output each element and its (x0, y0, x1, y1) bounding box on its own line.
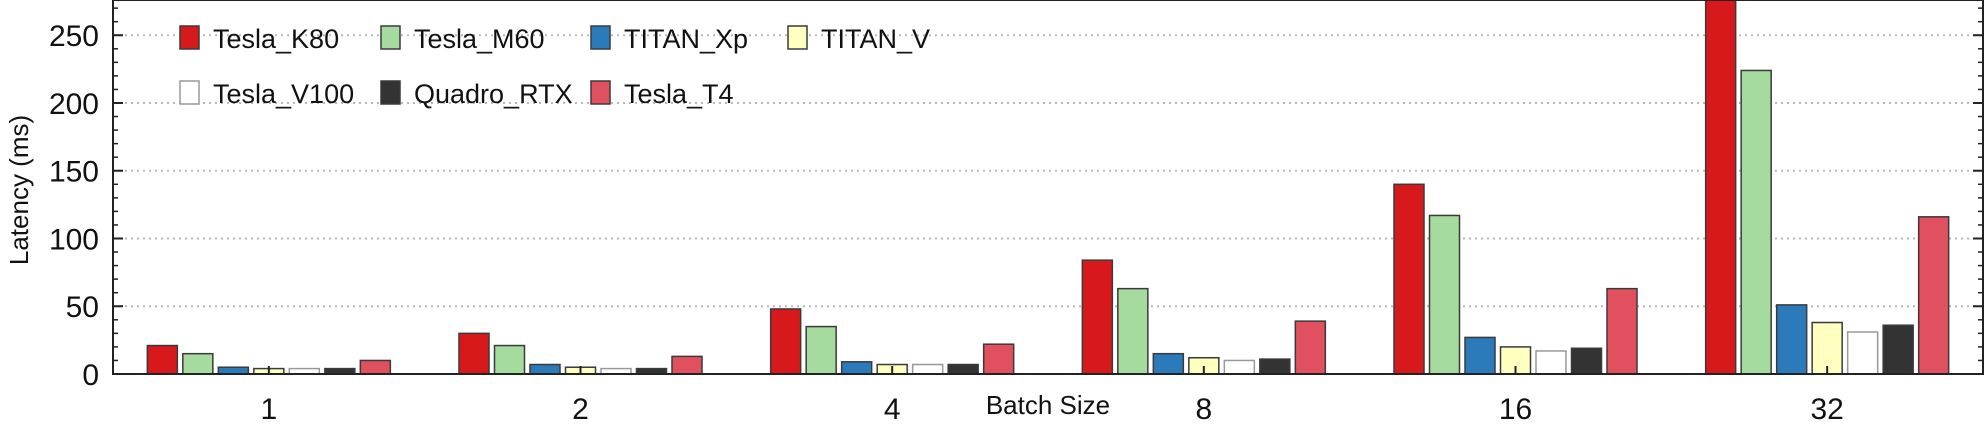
bar-TITAN_Xp-16 (1464, 336, 1496, 375)
bar-Quadro_RTX-4 (947, 363, 979, 375)
bar-TITAN_Xp-1 (217, 366, 250, 375)
legend-label: Quadro_RTX (414, 79, 573, 109)
legend-item-Tesla_V100: Tesla_V100 (179, 79, 354, 109)
bar-Tesla_M60-32 (1740, 69, 1772, 375)
bar-Tesla_T4-2 (671, 355, 703, 375)
axes: 0 50 100 150 200 250 1 2 4 8 16 32 (49, 7, 1983, 426)
x-axis-title: Batch Size (986, 390, 1110, 420)
legend-swatch (179, 80, 200, 105)
legend-label: Tesla_V100 (213, 79, 354, 109)
x-tick-label: 2 (572, 393, 589, 423)
legend-swatch (380, 80, 401, 105)
bar-Quadro_RTX-32 (1882, 324, 1914, 375)
y-axis-title: Latency (ms) (4, 115, 34, 265)
legend-label: Tesla_K80 (213, 24, 339, 54)
legend-swatch (590, 80, 611, 105)
bar-Tesla_V100-8 (1223, 359, 1256, 375)
bar-Tesla_M60-16 (1428, 214, 1461, 375)
bar-Tesla_T4-1 (359, 359, 392, 375)
legend-label: Tesla_T4 (624, 79, 734, 109)
x-tick-label: 32 (1810, 393, 1843, 423)
legend-item-Quadro_RTX: Quadro_RTX (380, 79, 573, 109)
bar-TITAN_Xp-32 (1775, 304, 1808, 375)
x-tick-label: 16 (1499, 393, 1532, 423)
y-tick-label: 250 (49, 20, 99, 53)
bar-Tesla_M60-2 (493, 344, 526, 375)
legend-item-Tesla_K80: Tesla_K80 (179, 24, 339, 54)
x-tick-label: 4 (884, 393, 901, 423)
bar-group-8 (1081, 259, 1327, 375)
plot-frame (112, 0, 1984, 375)
legend-swatch (787, 25, 808, 50)
legend-item-TITAN_V: TITAN_V (787, 24, 930, 54)
legend-swatch (380, 25, 401, 50)
bar-Tesla_K80-1 (146, 344, 179, 375)
bar-Tesla_M60-4 (805, 325, 837, 375)
legend-item-Tesla_T4: Tesla_T4 (590, 79, 734, 109)
bar-TITAN_Xp-4 (840, 361, 873, 375)
bar-Tesla_T4-16 (1606, 287, 1638, 375)
bars (146, 0, 1950, 375)
x-tick-label: 8 (1195, 393, 1212, 423)
gridlines (113, 34, 1983, 308)
bar-group-32 (1704, 0, 1950, 375)
bar-Tesla_K80-32 (1704, 0, 1737, 375)
legend-label: TITAN_Xp (624, 24, 748, 54)
legend-label: TITAN_V (821, 24, 930, 54)
x-tick-label: 1 (260, 393, 277, 423)
bar-Tesla_T4-4 (982, 343, 1015, 375)
bar-group-2 (458, 332, 703, 375)
bar-Tesla_K80-2 (458, 332, 490, 375)
bar-TITAN_V-32 (1811, 321, 1843, 375)
y-tick-label: 200 (49, 88, 99, 121)
y-tick-label: 50 (66, 291, 99, 324)
legend-item-TITAN_Xp: TITAN_Xp (590, 24, 748, 54)
bar-group-16 (1393, 183, 1638, 375)
bar-Tesla_K80-16 (1393, 183, 1425, 375)
bar-Tesla_V100-16 (1535, 350, 1567, 375)
bar-Tesla_K80-8 (1081, 259, 1114, 375)
y-tick-label: 0 (82, 359, 99, 392)
legend-swatch (590, 25, 611, 50)
bar-Tesla_M60-1 (182, 352, 214, 375)
bar-TITAN_Xp-2 (529, 363, 561, 375)
bar-Tesla_K80-4 (769, 308, 802, 375)
bar-group-4 (769, 308, 1015, 375)
bar-Quadro_RTX-16 (1570, 347, 1603, 375)
y-tick-label: 150 (49, 156, 99, 189)
bar-Tesla_V100-32 (1846, 331, 1879, 375)
legend-label: Tesla_M60 (414, 24, 545, 54)
bar-TITAN_Xp-8 (1152, 352, 1185, 375)
legend: Tesla_K80 Tesla_M60 TITAN_Xp TITAN_V Tesla_V… (179, 24, 930, 109)
bar-Tesla_T4-32 (1917, 216, 1950, 375)
bar-Tesla_V100-4 (911, 363, 944, 375)
legend-swatch (179, 25, 200, 50)
bar-Quadro_RTX-8 (1259, 358, 1291, 375)
legend-item-Tesla_M60: Tesla_M60 (380, 24, 545, 54)
y-tick-label: 100 (49, 223, 99, 256)
bar-Tesla_T4-8 (1294, 320, 1327, 375)
bar-Tesla_M60-8 (1117, 287, 1149, 375)
